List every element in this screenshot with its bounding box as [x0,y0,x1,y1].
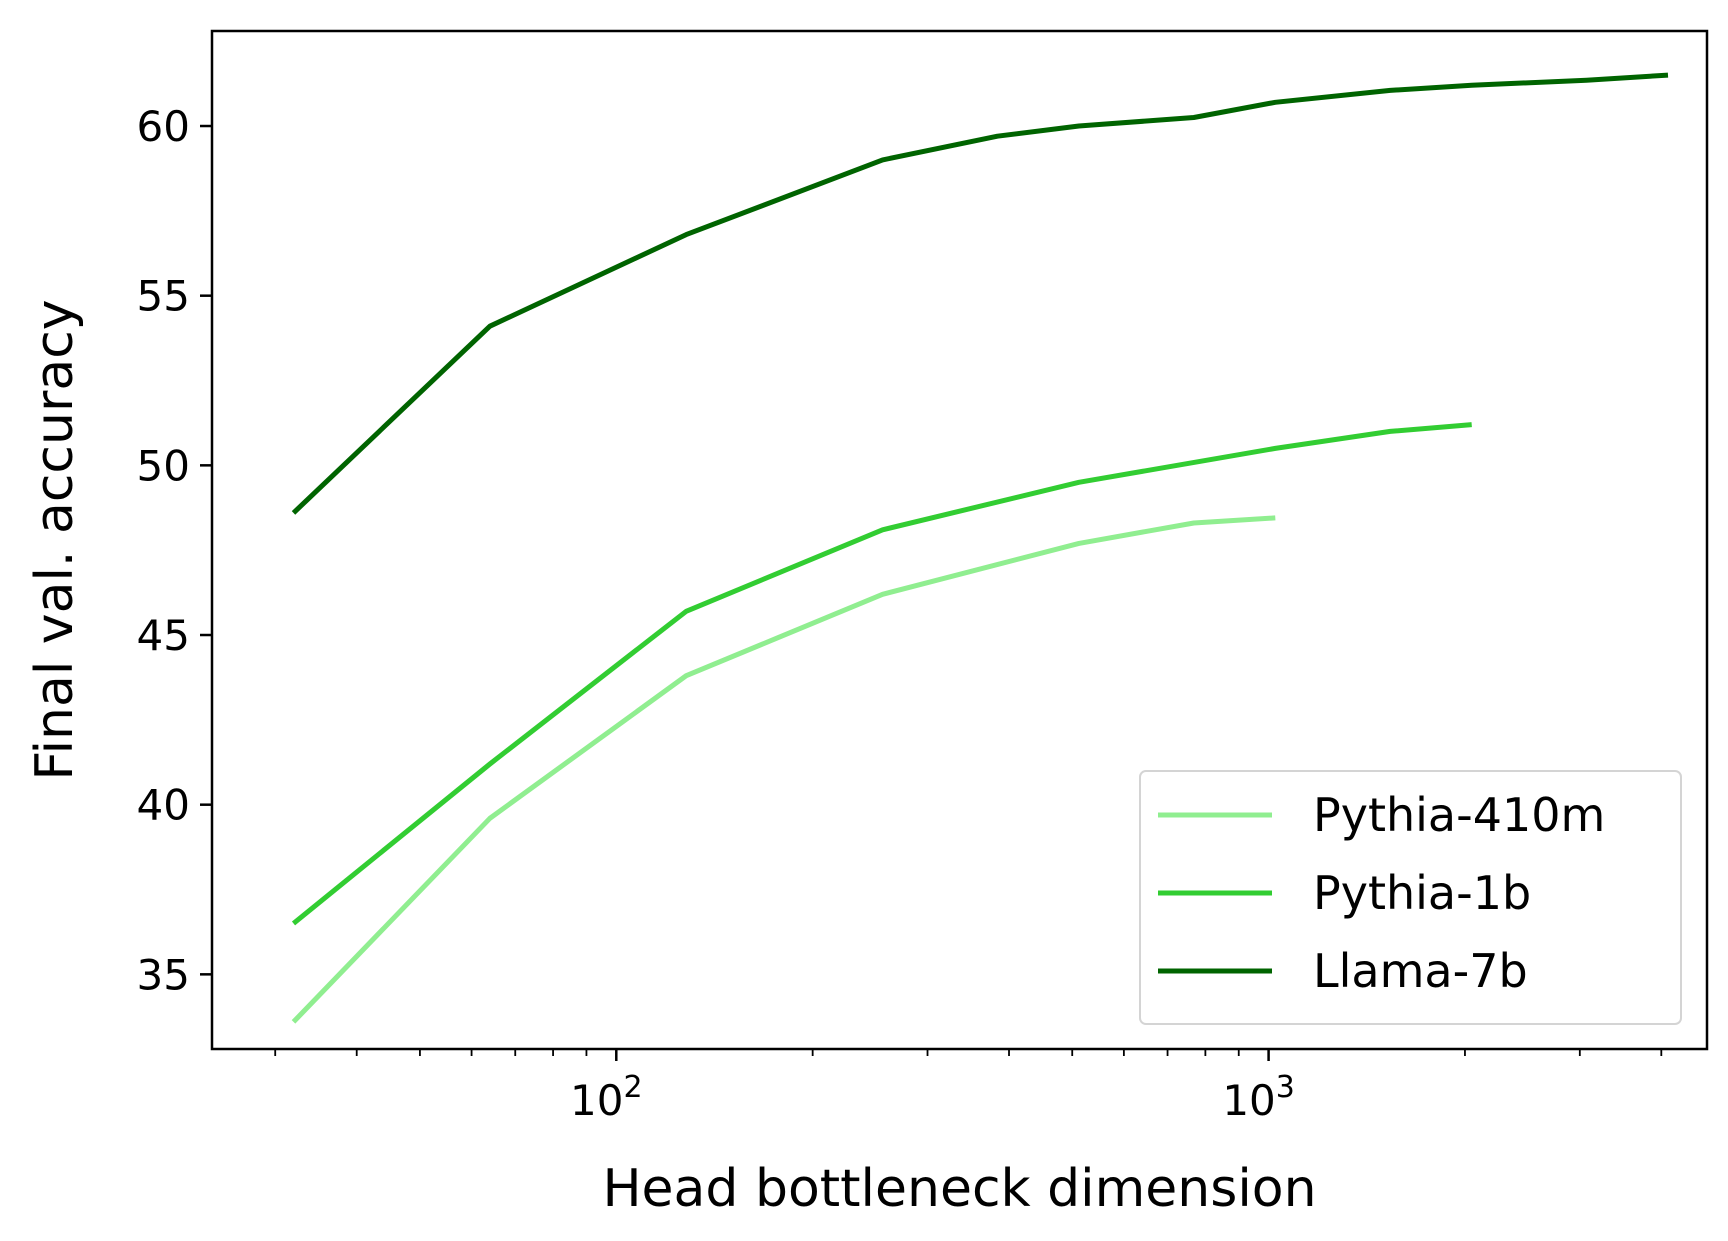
x-tick-label: 103 [1222,1070,1295,1125]
series-line-pythia-410m [291,515,1276,1024]
y-tick-label: 55 [137,272,190,321]
y-tick-label: 35 [137,950,190,999]
y-tick-label: 45 [137,611,190,660]
y-tick-label: 60 [137,102,190,151]
y-axis-label: Final val. accuracy [25,299,85,780]
y-tick-label: 40 [137,781,190,830]
plot-frame [210,29,1709,1051]
x-axis-label: Head bottleneck dimension [602,1159,1316,1219]
legend-label: Pythia-410m [1313,788,1605,842]
legend: Pythia-410m Pythia-1b Llama-7b [1139,770,1682,1025]
series-line-llama-7b [291,72,1669,515]
legend-label: Pythia-1b [1313,866,1531,920]
y-tick-label: 50 [137,441,190,490]
axes: 35 40 45 50 55 60 102 103 Head bottleneck dimens… [25,29,1709,1219]
legend-box [1139,770,1682,1025]
series-line-pythia-1b [291,422,1472,926]
legend-label: Llama-7b [1313,944,1528,998]
x-tick-label: 102 [570,1070,643,1125]
plot-area [291,72,1669,1024]
